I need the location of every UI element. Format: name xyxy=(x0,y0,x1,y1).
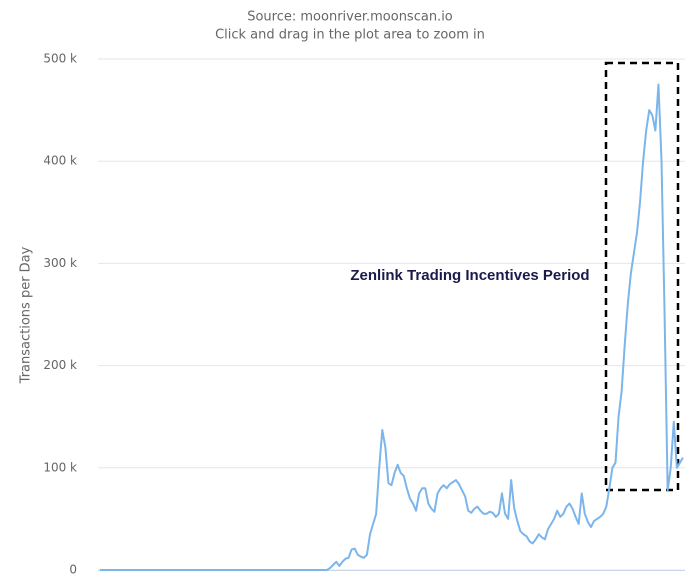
annotation-box xyxy=(604,61,680,492)
data-line xyxy=(100,83,684,571)
y-tick-label: 500 k xyxy=(43,52,77,66)
y-axis-title: Transactions per Day xyxy=(19,246,34,384)
subtitle: Click and drag in the plot area to zoom … xyxy=(215,28,485,43)
y-tick-label: 100 k xyxy=(43,460,77,474)
y-tick-label: 0 xyxy=(69,563,77,577)
annotation: Zenlink Trading Incentives Period xyxy=(350,267,589,284)
y-tick-label: 300 k xyxy=(43,256,77,270)
y-tick-label: 200 k xyxy=(43,358,77,372)
subtitle: Source: moonriver.moonscan.io xyxy=(247,10,453,25)
y-tick-label: 400 k xyxy=(43,154,77,168)
